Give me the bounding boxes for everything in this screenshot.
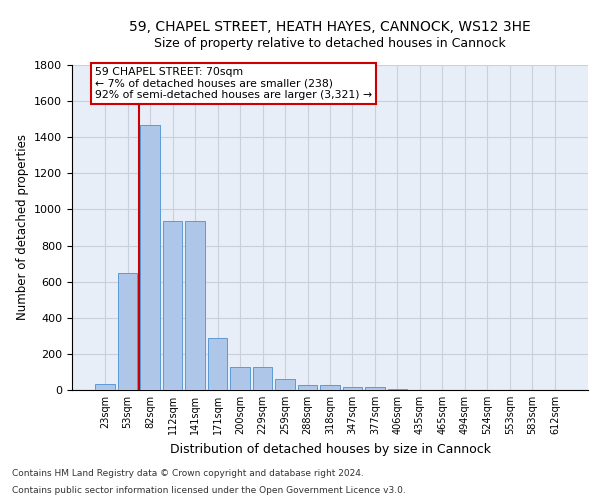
- Bar: [253, 368, 272, 390]
- Bar: [275, 379, 295, 390]
- Text: 59 CHAPEL STREET: 70sqm
← 7% of detached houses are smaller (238)
92% of semi-de: 59 CHAPEL STREET: 70sqm ← 7% of detached…: [95, 67, 372, 100]
- Bar: [95, 384, 115, 390]
- Bar: [343, 388, 362, 390]
- Y-axis label: Number of detached properties: Number of detached properties: [16, 134, 29, 320]
- Text: Contains public sector information licensed under the Open Government Licence v3: Contains public sector information licen…: [12, 486, 406, 495]
- Bar: [388, 389, 407, 390]
- Bar: [208, 338, 227, 390]
- Bar: [298, 386, 317, 390]
- X-axis label: Distribution of detached houses by size in Cannock: Distribution of detached houses by size …: [170, 442, 491, 456]
- Bar: [320, 386, 340, 390]
- Text: 59, CHAPEL STREET, HEATH HAYES, CANNOCK, WS12 3HE: 59, CHAPEL STREET, HEATH HAYES, CANNOCK,…: [129, 20, 531, 34]
- Bar: [365, 388, 385, 390]
- Bar: [140, 124, 160, 390]
- Text: Size of property relative to detached houses in Cannock: Size of property relative to detached ho…: [154, 38, 506, 51]
- Bar: [185, 221, 205, 390]
- Bar: [230, 368, 250, 390]
- Bar: [163, 221, 182, 390]
- Bar: [118, 272, 137, 390]
- Text: Contains HM Land Registry data © Crown copyright and database right 2024.: Contains HM Land Registry data © Crown c…: [12, 468, 364, 477]
